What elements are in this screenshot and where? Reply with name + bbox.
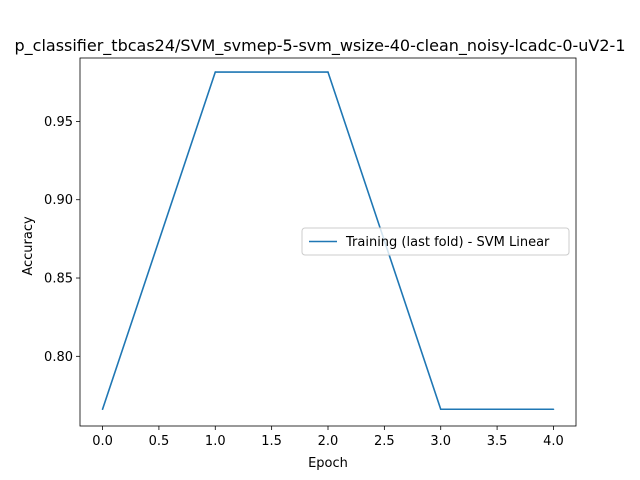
chart-title: p_classifier_tbcas24/SVM_svmep-5-svm_wsi… bbox=[14, 36, 625, 56]
axes-frame bbox=[79, 57, 577, 427]
x-tick-label: 1.5 bbox=[261, 434, 282, 449]
data-point bbox=[439, 408, 442, 411]
data-point bbox=[214, 71, 217, 73]
x-tick-label: 0.0 bbox=[92, 434, 113, 449]
y-tick-label: 0.80 bbox=[44, 350, 73, 365]
data-point bbox=[552, 408, 555, 411]
y-tick-label: 0.95 bbox=[44, 115, 73, 130]
data-point bbox=[101, 408, 104, 411]
x-tick-label: 2.5 bbox=[374, 434, 395, 449]
legend: Training (last fold) - SVM Linear bbox=[301, 227, 570, 256]
y-tick-label: 0.85 bbox=[44, 272, 73, 287]
plot-area bbox=[101, 71, 555, 411]
x-tick-label: 4.0 bbox=[543, 434, 564, 449]
x-axis-label: Epoch bbox=[308, 456, 348, 471]
x-tick-label: 1.0 bbox=[205, 434, 226, 449]
y-tick-label: 0.90 bbox=[44, 193, 73, 208]
x-axis-ticks: 0.0 0.5 1.0 1.5 2.0 2.5 3.0 3.5 4.0 bbox=[92, 426, 564, 449]
y-axis-ticks: 0.80 0.85 0.90 0.95 bbox=[44, 115, 80, 365]
y-axis-label: Accuracy bbox=[21, 216, 36, 276]
legend-frame bbox=[301, 227, 570, 256]
x-tick-label: 2.0 bbox=[318, 434, 339, 449]
legend-label: Training (last fold) - SVM Linear bbox=[345, 235, 550, 250]
data-point bbox=[327, 71, 329, 73]
x-tick-label: 3.0 bbox=[430, 434, 451, 449]
x-tick-label: 3.5 bbox=[487, 434, 508, 449]
x-tick-label: 0.5 bbox=[149, 434, 170, 449]
